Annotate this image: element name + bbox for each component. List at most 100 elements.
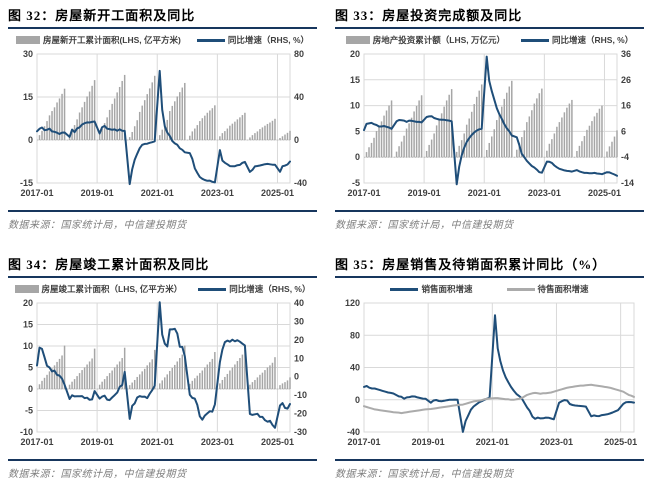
line-series-swatch xyxy=(196,39,225,42)
svg-text:2017-01: 2017-01 xyxy=(347,437,380,447)
svg-text:15: 15 xyxy=(350,75,360,85)
figure-35-panel: 图 35：房屋销售及待销面积累计同比（%） 销售面积增速 待售面积增速 120 8… xyxy=(327,249,654,498)
line-series-swatch xyxy=(390,288,419,291)
line-series-swatch xyxy=(506,288,535,291)
svg-text:10: 10 xyxy=(294,354,304,364)
svg-text:40: 40 xyxy=(294,298,304,308)
svg-text:-15: -15 xyxy=(20,178,33,188)
bar-series-swatch xyxy=(15,36,40,45)
footer-rule xyxy=(335,210,644,212)
svg-text:16: 16 xyxy=(621,101,631,111)
svg-text:20: 20 xyxy=(350,49,360,59)
svg-text:120: 120 xyxy=(345,298,360,308)
svg-text:-4: -4 xyxy=(621,152,629,162)
svg-text:0: 0 xyxy=(28,384,33,394)
svg-text:2025-01: 2025-01 xyxy=(261,437,294,447)
svg-text:2017-01: 2017-01 xyxy=(20,188,53,198)
svg-text:-10: -10 xyxy=(294,390,307,400)
legend-label: 同比增速（RHS, %） xyxy=(552,35,634,46)
legend-item: 销售面积增速 xyxy=(390,283,473,295)
svg-text:2023-01: 2023-01 xyxy=(201,437,234,447)
source-note: 数据来源：国家统计局，中信建投期货 xyxy=(8,469,187,480)
svg-text:2017-01: 2017-01 xyxy=(347,188,380,198)
svg-text:0: 0 xyxy=(294,135,299,145)
figure-33-panel: 图 33：房屋投资完成额及同比 房地产投资累计额（LHS, 万亿元） 同比增速（… xyxy=(327,0,654,249)
svg-text:15: 15 xyxy=(23,92,33,102)
legend-item: 房屋竣工累计面积（LHS, 亿平方米） xyxy=(14,283,183,295)
title-rule xyxy=(335,276,644,279)
figure-35-title: 图 35：房屋销售及待销面积累计同比（%） xyxy=(335,257,607,272)
title-rule xyxy=(8,27,317,30)
svg-text:2019-01: 2019-01 xyxy=(408,188,441,198)
svg-text:30: 30 xyxy=(294,317,304,327)
figure-34-legend: 房屋竣工累计面积（LHS, 亿平方米） 同比增速（RHS, %） xyxy=(8,283,317,295)
line-series-swatch xyxy=(198,288,227,291)
figure-34-panel: 图 34：房屋竣工累计面积及同比 房屋竣工累计面积（LHS, 亿平方米） 同比增… xyxy=(0,249,327,498)
figure-32-title: 图 32：房屋新开工面积及同比 xyxy=(8,8,196,23)
svg-text:-20: -20 xyxy=(294,409,307,419)
svg-text:2025-01: 2025-01 xyxy=(588,188,621,198)
source-note: 数据来源：国家统计局，中信建投期货 xyxy=(8,220,187,231)
figure-33-chart: 20 15 10 5 0 -5 36 26 16 6 -4 -14 2017-01 2019-01 2021… xyxy=(347,49,634,198)
svg-text:5: 5 xyxy=(28,363,33,373)
legend-item: 房屋新开工累计面积(LHS, 亿平方米) xyxy=(15,34,181,46)
svg-text:20: 20 xyxy=(294,335,304,345)
legend-label: 房屋竣工累计面积（LHS, 亿平方米） xyxy=(41,284,183,295)
svg-text:20: 20 xyxy=(23,298,33,308)
svg-text:26: 26 xyxy=(621,75,631,85)
bar-series-swatch xyxy=(345,36,370,45)
figure-34-chart: 20 15 10 5 0 -5 -10 40 30 20 10 0 -10 -20 -30 2017-01 20… xyxy=(20,298,307,447)
title-rule xyxy=(335,27,644,30)
footer-rule xyxy=(335,459,644,461)
svg-text:10: 10 xyxy=(23,341,33,351)
svg-text:2021-01: 2021-01 xyxy=(476,437,509,447)
svg-text:0: 0 xyxy=(355,395,360,405)
svg-text:40: 40 xyxy=(350,363,360,373)
svg-text:80: 80 xyxy=(350,331,360,341)
legend-label: 销售面积增速 xyxy=(421,284,473,295)
bar-series-swatch xyxy=(14,285,39,294)
line-series-swatch xyxy=(521,39,549,42)
svg-text:0: 0 xyxy=(28,135,33,145)
svg-text:10: 10 xyxy=(350,101,360,111)
svg-text:30: 30 xyxy=(23,49,33,59)
legend-item: 同比增速（RHS, %） xyxy=(196,34,310,46)
svg-text:15: 15 xyxy=(23,320,33,330)
legend-label: 房屋新开工累计面积(LHS, 亿平方米) xyxy=(42,35,181,46)
legend-label: 待售面积增速 xyxy=(537,284,589,295)
svg-text:-40: -40 xyxy=(294,178,307,188)
legend-item: 房地产投资累计额（LHS, 万亿元） xyxy=(345,34,505,46)
figure-34-title: 图 34：房屋竣工累计面积及同比 xyxy=(8,257,210,272)
svg-text:80: 80 xyxy=(294,49,304,59)
footer-rule xyxy=(8,210,317,212)
title-rule xyxy=(8,276,317,279)
svg-text:2025-01: 2025-01 xyxy=(604,437,637,447)
legend-label: 同比增速（RHS, %） xyxy=(227,35,310,46)
svg-text:2019-01: 2019-01 xyxy=(412,437,445,447)
figure-32-legend: 房屋新开工累计面积(LHS, 亿平方米) 同比增速（RHS, %） xyxy=(8,34,317,46)
figure-35-legend: 销售面积增速 待售面积增速 xyxy=(335,283,644,295)
svg-text:-5: -5 xyxy=(352,178,360,188)
svg-text:-5: -5 xyxy=(25,406,33,416)
svg-text:2021-01: 2021-01 xyxy=(141,437,174,447)
svg-text:-40: -40 xyxy=(347,427,360,437)
source-note: 数据来源：国家统计局，中信建投期货 xyxy=(335,469,514,480)
source-note: 数据来源：国家统计局，中信建投期货 xyxy=(335,220,514,231)
svg-text:0: 0 xyxy=(355,152,360,162)
legend-item: 同比增速（RHS, %） xyxy=(198,283,310,295)
legend-label: 同比增速（RHS, %） xyxy=(229,284,311,295)
svg-text:2023-01: 2023-01 xyxy=(540,437,573,447)
figure-32-chart: 30 15 0 -15 80 40 0 -40 2017-01 2019-01 2021-01 202… xyxy=(20,49,307,198)
svg-text:2017-01: 2017-01 xyxy=(20,437,53,447)
legend-item: 待售面积增速 xyxy=(506,283,589,295)
svg-text:6: 6 xyxy=(621,127,626,137)
svg-text:2025-01: 2025-01 xyxy=(261,188,294,198)
svg-text:2021-01: 2021-01 xyxy=(141,188,174,198)
legend-item: 同比增速（RHS, %） xyxy=(521,34,633,46)
svg-text:-30: -30 xyxy=(294,427,307,437)
svg-text:5: 5 xyxy=(355,127,360,137)
figure-33-title: 图 33：房屋投资完成额及同比 xyxy=(335,8,523,23)
svg-text:2021-01: 2021-01 xyxy=(468,188,501,198)
